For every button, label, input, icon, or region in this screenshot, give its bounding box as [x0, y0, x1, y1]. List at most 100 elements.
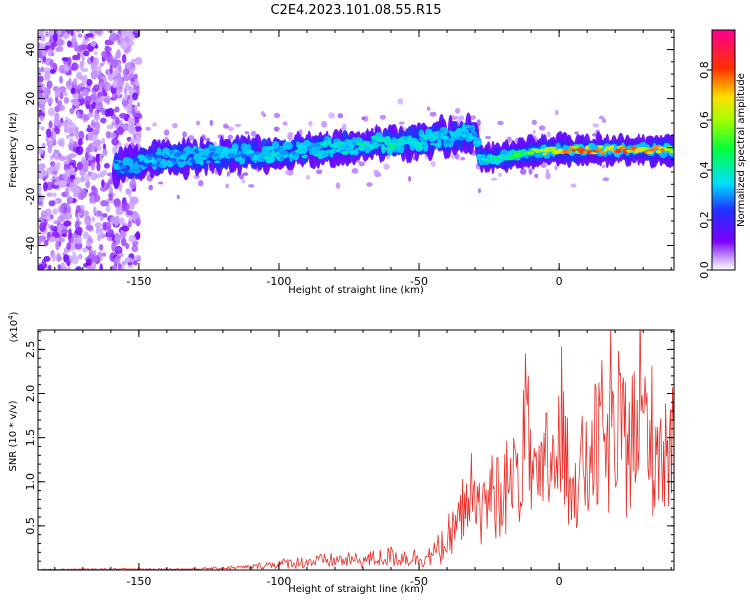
spectrogram-ridge-blob — [212, 153, 218, 157]
spectrogram-noise-blob — [75, 266, 82, 272]
spectrogram-noise-blob — [241, 180, 245, 183]
spectrogram-ridge-blob — [150, 164, 159, 167]
spectrogram-noise-blob — [100, 118, 106, 124]
spectrogram-ridge-blob — [543, 153, 547, 156]
spectrogram-noise-blob — [126, 62, 129, 68]
spectrogram-noise-blob — [92, 62, 96, 72]
spectrogram-noise-blob — [116, 49, 121, 58]
chart-title: C2E4.2023.101.08.55.R15 — [270, 3, 441, 18]
spectrogram-noise-blob — [485, 136, 491, 139]
snr-xtick-label: 0 — [556, 575, 563, 588]
spectrogram-ridge-blob — [616, 149, 622, 153]
spectrogram-noise-blob — [58, 238, 64, 243]
spectrogram-noise-blob — [148, 185, 153, 191]
spectrogram-noise-blob — [78, 44, 84, 51]
spectrogram-ridge-blob — [357, 147, 364, 150]
spectrogram-noise-blob — [49, 166, 54, 172]
spectrogram-noise-blob — [77, 53, 81, 60]
spectrogram-noise-blob — [67, 197, 71, 204]
spectrogram-noise-blob — [44, 71, 50, 81]
spectrogram-noise-blob — [71, 88, 76, 94]
spectrogram-noise-blob — [274, 113, 280, 118]
colorbar-label: Normalized spectral amplitude — [736, 73, 747, 227]
spectrogram-ridge-blob — [394, 145, 399, 148]
spectrogram-noise-blob — [67, 262, 70, 267]
spectrogram-ridge-blob — [263, 156, 270, 160]
spectrogram-noise-blob — [76, 136, 79, 141]
spectrogram-noise-blob — [228, 126, 234, 131]
spectrogram-ridge-blob — [232, 149, 238, 152]
spectrogram-noise-blob — [602, 165, 606, 168]
spectrogram-ridge-blob — [280, 156, 284, 161]
spectrogram-noise-blob — [69, 146, 74, 151]
spectrogram-noise-blob — [101, 179, 105, 188]
spectrogram-ridge-blob — [417, 142, 426, 145]
snr-frame — [38, 330, 674, 570]
spectrogram-noise-blob — [119, 113, 127, 119]
snr-ytick-label: 1.5 — [24, 429, 37, 447]
spectrogram-noise-blob — [94, 194, 100, 202]
spectrogram-marks — [35, 26, 676, 273]
spectrogram-noise-blob — [132, 63, 135, 67]
spectrogram-ridge-blob — [136, 170, 142, 173]
spectrogram-noise-blob — [125, 83, 129, 92]
spectrogram-noise-blob — [431, 161, 436, 167]
spectrogram-noise-blob — [53, 131, 57, 141]
spectrogram-noise-blob — [49, 200, 53, 206]
spectrogram-noise-blob — [248, 184, 254, 188]
spectrogram-noise-blob — [227, 171, 230, 176]
spectrogram-noise-blob — [36, 67, 41, 74]
spectrogram-noise-blob — [49, 236, 56, 242]
spectrogram-noise-blob — [455, 108, 460, 114]
spectrogram-noise-blob — [78, 254, 82, 260]
spectrogram-noise-blob — [130, 127, 136, 136]
spectrogram-ridge-blob — [314, 154, 322, 157]
spectrogram-noise-blob — [460, 157, 465, 161]
spectrogram-noise-blob — [478, 188, 481, 193]
spectrogram-noise-blob — [72, 184, 78, 194]
spectrogram-noise-blob — [135, 231, 140, 239]
spectrogram-noise-blob — [64, 220, 72, 226]
spectrogram-noise-blob — [39, 89, 42, 93]
spectrogram-noise-blob — [86, 33, 94, 37]
spectrogram-ridge-blob — [114, 161, 118, 164]
spectrogram-ytick-label: 20 — [24, 92, 37, 106]
spectrogram-ridge-blob — [407, 138, 414, 141]
spectrogram-ridge-blob — [310, 143, 318, 147]
spectrogram-noise-blob — [100, 63, 104, 67]
spectrogram-noise-blob — [128, 34, 135, 41]
spectrogram-noise-blob — [102, 149, 107, 156]
spectrogram-noise-blob — [134, 105, 137, 112]
spectrogram-noise-blob — [87, 132, 92, 141]
spectrogram-noise-blob — [38, 235, 45, 241]
spectrogram-noise-blob — [520, 168, 526, 175]
spectrogram-noise-blob — [491, 178, 497, 181]
spectrogram-ridge-blob — [416, 145, 422, 148]
spectrogram-ridge-blob — [242, 156, 246, 159]
spectrogram-noise-blob — [65, 169, 71, 175]
spectrogram-noise-blob — [130, 197, 137, 204]
spectrogram-noise-blob — [55, 153, 59, 161]
spectrogram-noise-blob — [112, 70, 117, 77]
spectrogram-xtick-label: 0 — [556, 275, 563, 288]
spectrogram-ridge-blob — [585, 146, 589, 150]
spectrogram-ridge-blob — [365, 141, 371, 144]
spectrogram-noise-blob — [77, 192, 83, 200]
spectrogram-ridge-blob — [184, 153, 188, 156]
spectrogram-noise-blob — [82, 248, 88, 253]
spectrogram-noise-blob — [56, 162, 61, 171]
spectrogram-noise-blob — [430, 112, 437, 117]
spectrogram-ridge-blob — [405, 140, 411, 144]
spectrogram-noise-blob — [91, 162, 95, 171]
spectrogram-noise-blob — [137, 102, 140, 107]
spectrogram-noise-blob — [54, 117, 60, 126]
spectrogram-ytick-label: -20 — [24, 188, 37, 206]
snr-panel: -150 -100 -50 0 0.5 1.0 1.5 2.0 2.5 Height of st… — [7, 303, 674, 595]
spectrogram-ridge-blob — [118, 162, 123, 166]
spectrogram-noise-blob — [128, 221, 132, 228]
spectrogram-ridge-blob — [434, 143, 440, 147]
spectrogram-ridge-blob — [195, 161, 204, 164]
spectrogram-noise-blob — [84, 216, 91, 226]
spectrogram-noise-blob — [56, 46, 63, 52]
spectrogram-ridge-blob — [247, 150, 255, 154]
